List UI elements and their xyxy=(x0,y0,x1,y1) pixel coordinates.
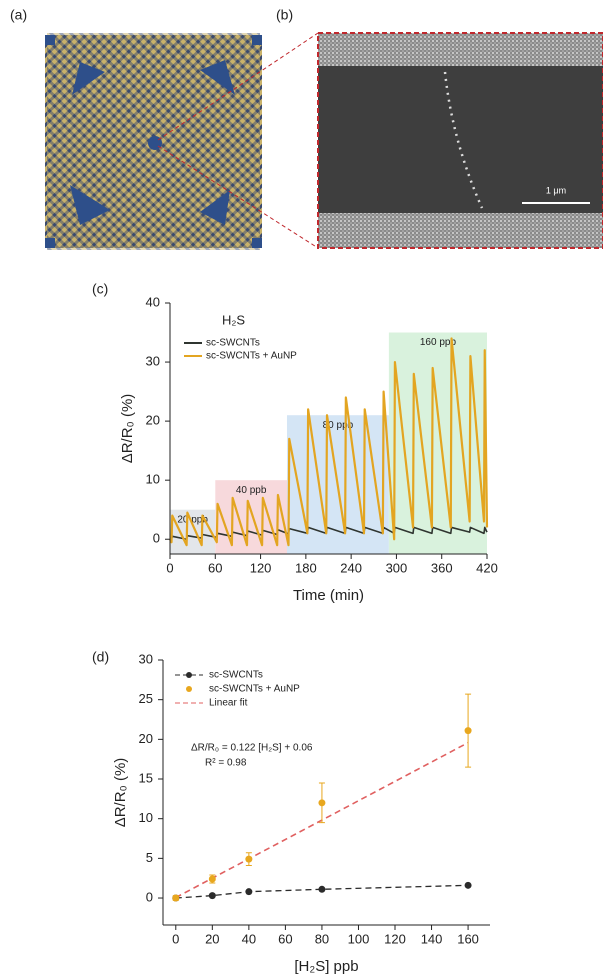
x-tick-label: 160 xyxy=(457,931,479,946)
x-tick-label: 20 xyxy=(205,931,219,946)
panel-label: (b) xyxy=(276,7,293,23)
sem-image: 1 μm xyxy=(317,32,603,249)
data-point xyxy=(245,855,253,863)
x-tick-label: 40 xyxy=(242,931,256,946)
x-tick-label: 240 xyxy=(340,560,362,575)
scale-bar-label: 1 μm xyxy=(546,185,566,195)
y-axis-label: ΔR/R₀ (%) xyxy=(119,394,136,464)
annotation: ΔR/R₀ = 0.122 [H₂S] + 0.06 xyxy=(191,743,313,754)
x-tick-label: 120 xyxy=(384,931,406,946)
y-axis-label: ΔR/R₀ (%) xyxy=(112,758,129,828)
x-tick-label: 360 xyxy=(431,560,453,575)
x-tick-label: 60 xyxy=(278,931,292,946)
region-label: 160 ppb xyxy=(420,337,457,348)
region-label: 20 ppb xyxy=(177,514,208,525)
legend-label: sc-SWCNTs + AuNP xyxy=(206,351,297,362)
y-tick-label: 5 xyxy=(146,850,153,865)
y-tick-label: 10 xyxy=(146,472,160,487)
x-tick-label: 0 xyxy=(172,931,179,946)
zoom-line xyxy=(157,145,319,249)
x-tick-label: 100 xyxy=(348,931,370,946)
data-point xyxy=(208,875,216,883)
y-tick-label: 0 xyxy=(146,889,153,904)
panel-label: (d) xyxy=(92,649,109,665)
data-point xyxy=(172,894,180,902)
series-line xyxy=(169,337,489,547)
x-tick-label: 140 xyxy=(421,931,443,946)
y-tick-label: 25 xyxy=(139,691,153,706)
x-axis-label: [H₂S] ppb xyxy=(294,958,358,975)
legend-label: sc-SWCNTs + AuNP xyxy=(209,684,300,695)
y-tick-label: 15 xyxy=(139,770,153,785)
panel-label: (a) xyxy=(10,7,27,23)
legend-label: Linear fit xyxy=(209,698,248,709)
data-point xyxy=(464,727,472,735)
x-tick-label: 300 xyxy=(386,560,408,575)
x-tick-label: 0 xyxy=(166,560,173,575)
y-tick-label: 20 xyxy=(146,413,160,428)
legend-marker xyxy=(186,686,192,692)
y-tick-label: 30 xyxy=(139,651,153,666)
x-tick-label: 120 xyxy=(250,560,272,575)
legend-label: sc-SWCNTs xyxy=(206,338,260,349)
legend-label: sc-SWCNTs xyxy=(209,670,263,681)
y-tick-label: 0 xyxy=(153,531,160,546)
data-point xyxy=(318,885,326,893)
data-point xyxy=(245,888,253,896)
x-tick-label: 180 xyxy=(295,560,317,575)
annotation: R² = 0.98 xyxy=(205,758,247,769)
concentration-region xyxy=(170,509,216,554)
y-tick-label: 10 xyxy=(139,810,153,825)
chip-image xyxy=(45,33,262,250)
y-tick-label: 40 xyxy=(146,294,160,309)
panel-label: (c) xyxy=(92,281,108,297)
data-point xyxy=(464,881,472,889)
data-point xyxy=(318,799,326,807)
y-tick-label: 30 xyxy=(146,353,160,368)
x-axis-label: Time (min) xyxy=(293,587,364,604)
x-tick-label: 420 xyxy=(476,560,498,575)
region-label: 40 ppb xyxy=(236,485,267,496)
data-point xyxy=(208,892,216,900)
y-tick-label: 20 xyxy=(139,731,153,746)
x-tick-label: 60 xyxy=(208,560,222,575)
region-label: 80 ppb xyxy=(323,420,354,431)
x-tick-label: 80 xyxy=(315,931,329,946)
legend-marker xyxy=(186,672,192,678)
annotation: H₂S xyxy=(222,312,245,327)
